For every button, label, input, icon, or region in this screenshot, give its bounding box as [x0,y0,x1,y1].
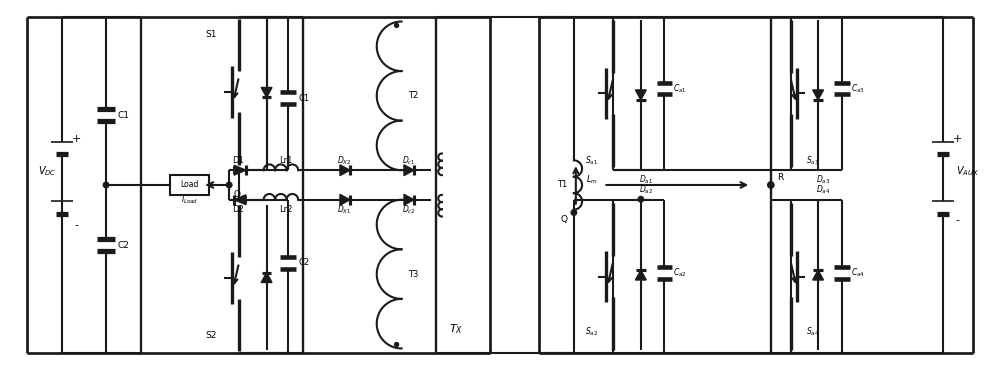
Text: C2: C2 [298,258,310,267]
Text: $C_{a2}$: $C_{a2}$ [673,266,687,279]
Text: T3: T3 [408,270,419,279]
Text: $S_{a3}$: $S_{a3}$ [806,154,819,167]
Text: $D_{a3}$: $D_{a3}$ [816,174,830,186]
Text: $C_{a1}$: $C_{a1}$ [673,82,687,95]
Text: -: - [956,216,960,225]
Circle shape [571,210,577,215]
Text: -: - [75,220,79,230]
Text: Lr1: Lr1 [279,156,292,165]
Text: $S_{a4}$: $S_{a4}$ [806,325,819,338]
Polygon shape [234,195,246,205]
Text: $C_{a4}$: $C_{a4}$ [851,266,864,279]
Text: $D_{a4}$: $D_{a4}$ [816,184,830,196]
Text: $I_{Load}$: $I_{Load}$ [181,194,198,206]
Text: $D_{c2}$: $D_{c2}$ [402,203,415,216]
Polygon shape [340,165,350,176]
Text: C1: C1 [118,111,130,120]
Polygon shape [813,90,824,100]
Polygon shape [404,165,414,176]
Polygon shape [635,270,646,280]
Text: T1: T1 [557,180,567,190]
Circle shape [103,182,109,188]
Text: D2: D2 [232,205,244,214]
Text: +: + [72,134,81,144]
Text: C1: C1 [298,94,310,103]
Circle shape [768,182,774,188]
Circle shape [395,343,399,347]
Text: D1: D1 [232,156,244,165]
Polygon shape [635,90,646,100]
Text: $T_X$: $T_X$ [449,322,463,336]
Circle shape [638,197,644,202]
Text: $D_{a1}$: $D_{a1}$ [639,174,653,186]
Circle shape [395,23,399,27]
Polygon shape [340,194,350,205]
Text: Load: Load [181,180,199,190]
Polygon shape [404,194,414,205]
Text: R: R [778,173,784,182]
Text: $S_{a2}$: $S_{a2}$ [585,325,598,338]
Text: Q: Q [561,215,568,224]
Text: $D_{X1}$: $D_{X1}$ [337,203,352,216]
Text: $L_m$: $L_m$ [586,174,598,186]
Text: O: O [234,190,241,199]
Text: S1: S1 [206,30,217,39]
Text: $V_{DC}$: $V_{DC}$ [38,164,56,178]
Text: $D_{c1}$: $D_{c1}$ [402,154,415,167]
Text: $S_{a1}$: $S_{a1}$ [585,154,598,167]
Polygon shape [813,270,824,280]
Text: T2: T2 [408,92,418,100]
Text: C2: C2 [118,240,130,250]
Text: S2: S2 [206,331,217,340]
Text: $D_{a2}$: $D_{a2}$ [639,184,653,196]
Text: Lr2: Lr2 [279,205,292,214]
Text: $D_{X2}$: $D_{X2}$ [337,154,352,167]
Text: $V_{AUX}$: $V_{AUX}$ [956,164,979,178]
Polygon shape [261,87,272,97]
Text: $C_{a3}$: $C_{a3}$ [851,82,864,95]
Text: +: + [953,134,963,144]
Circle shape [226,182,232,188]
Polygon shape [261,273,272,283]
Bar [170,175,209,195]
Polygon shape [234,165,246,175]
